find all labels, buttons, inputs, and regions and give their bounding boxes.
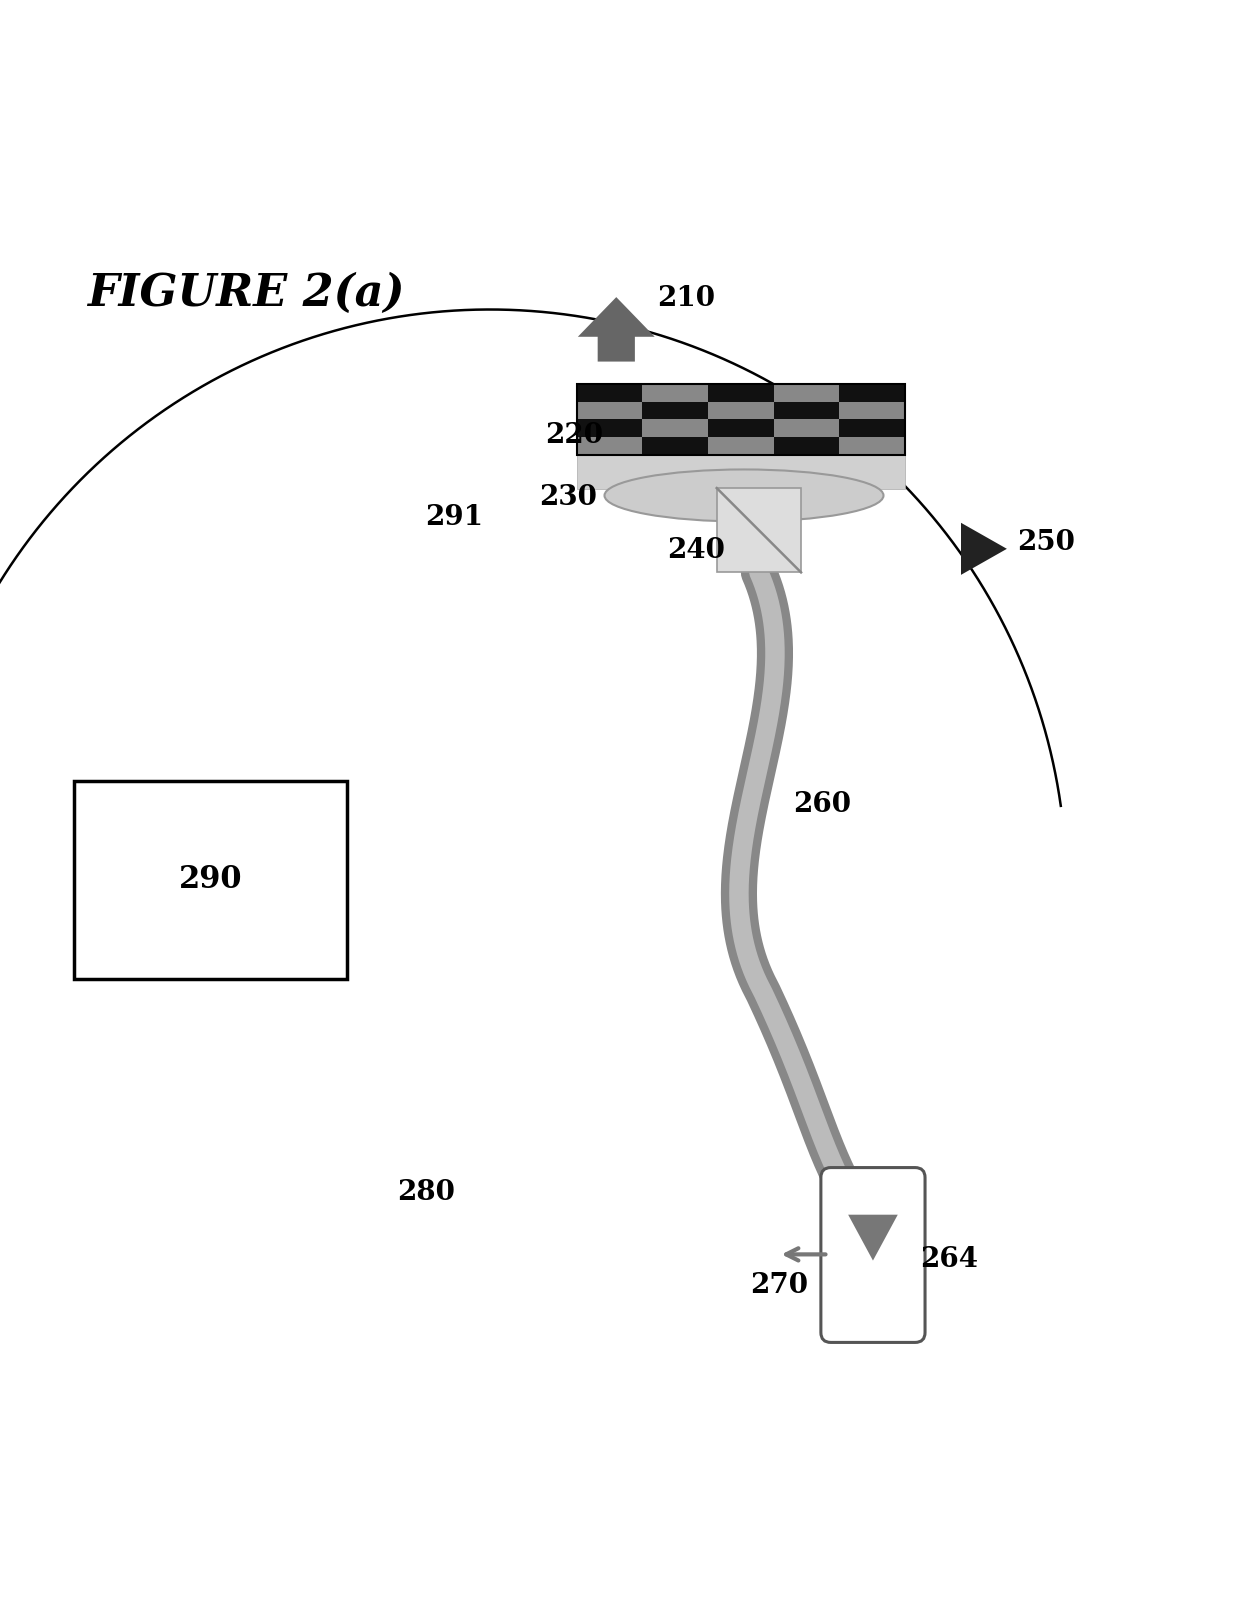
Bar <box>708 419 774 437</box>
Bar <box>642 419 708 437</box>
Bar <box>577 437 642 454</box>
Polygon shape <box>578 296 655 361</box>
Text: 291: 291 <box>425 504 484 532</box>
Bar <box>642 401 708 419</box>
Bar <box>642 437 708 454</box>
Bar <box>74 781 347 979</box>
Text: 210: 210 <box>657 285 715 313</box>
Bar <box>577 419 642 437</box>
Text: 290: 290 <box>179 865 243 896</box>
Text: 270: 270 <box>750 1271 808 1298</box>
Text: 240: 240 <box>667 536 725 564</box>
Text: 230: 230 <box>539 485 598 511</box>
Text: 260: 260 <box>794 791 852 818</box>
Bar <box>708 383 774 401</box>
Bar <box>774 383 839 401</box>
Bar <box>774 437 839 454</box>
Bar <box>708 401 774 419</box>
FancyBboxPatch shape <box>821 1168 925 1342</box>
Bar <box>577 383 642 401</box>
Text: 280: 280 <box>397 1179 455 1205</box>
Bar <box>839 419 905 437</box>
Polygon shape <box>848 1215 898 1260</box>
Bar <box>717 488 801 572</box>
Text: 264: 264 <box>920 1245 978 1273</box>
Bar <box>839 401 905 419</box>
Ellipse shape <box>605 469 883 522</box>
Polygon shape <box>577 419 905 490</box>
Text: 220: 220 <box>546 422 604 449</box>
Bar <box>839 383 905 401</box>
Polygon shape <box>961 524 1007 575</box>
Bar <box>708 437 774 454</box>
Bar <box>774 401 839 419</box>
Text: 250: 250 <box>1017 528 1075 556</box>
Bar <box>577 383 905 454</box>
Text: FIGURE 2(a): FIGURE 2(a) <box>87 272 404 316</box>
Bar <box>642 383 708 401</box>
Bar <box>774 419 839 437</box>
Bar <box>577 401 642 419</box>
Bar <box>839 437 905 454</box>
